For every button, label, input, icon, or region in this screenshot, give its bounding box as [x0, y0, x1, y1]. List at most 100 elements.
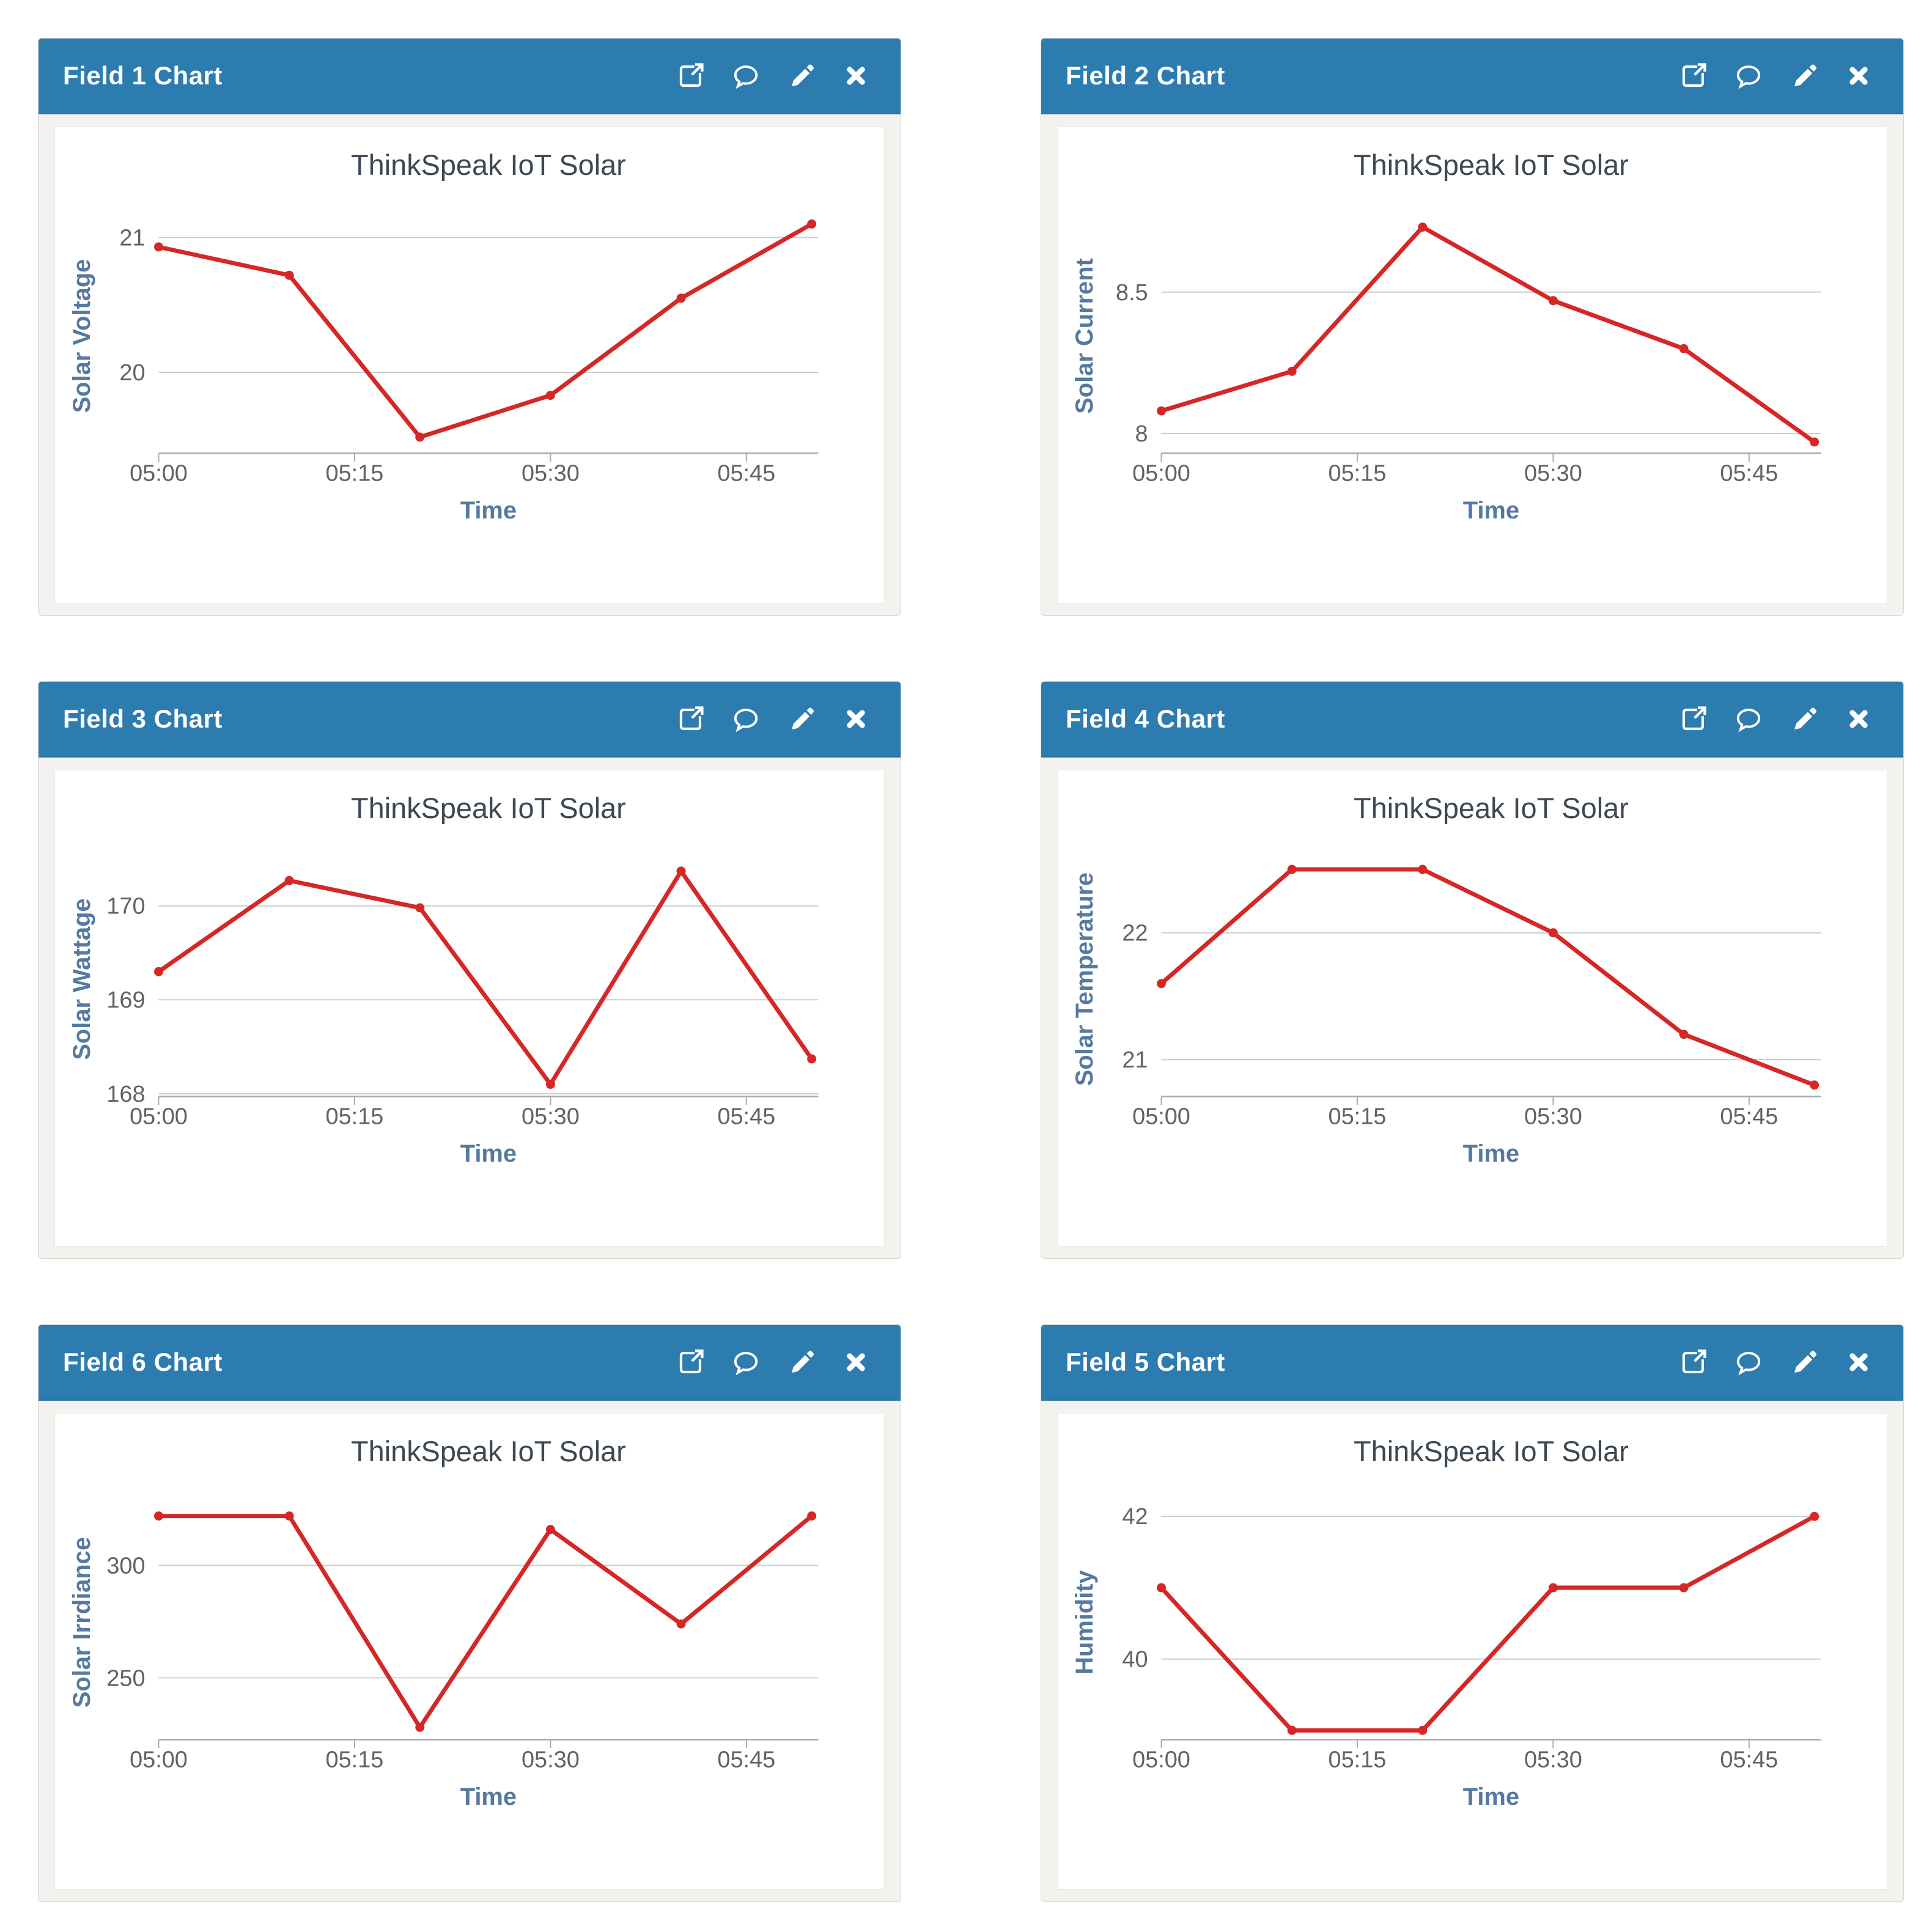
edit-button[interactable]	[783, 701, 819, 737]
dashboard-grid: Field 1 Chart	[38, 38, 1932, 1902]
data-point	[284, 1511, 294, 1521]
data-point	[545, 1525, 555, 1535]
data-point	[545, 391, 555, 400]
comment-icon	[1736, 709, 1761, 732]
chart-svg: ThinkSpeak IoT Solar Solar Voltage 20 21 05:…	[68, 149, 819, 524]
close-button[interactable]	[1841, 58, 1876, 94]
panel-toolbar	[673, 701, 874, 737]
close-button[interactable]	[1841, 1344, 1876, 1380]
panel-body: ThinkSpeak IoT Solar Solar Temperature 21 2…	[1041, 758, 1903, 1258]
open-external-button[interactable]	[673, 58, 709, 94]
external-link-icon	[1682, 1349, 1706, 1374]
edit-button[interactable]	[783, 58, 819, 94]
close-icon	[847, 67, 865, 85]
edit-button[interactable]	[1786, 1344, 1821, 1380]
comment-button[interactable]	[728, 1344, 764, 1380]
panel-body: ThinkSpeak IoT Solar Solar Voltage 20 21 05:…	[39, 114, 901, 615]
edit-button[interactable]	[1786, 701, 1821, 737]
y-axis-label: Humidity	[1071, 1570, 1098, 1675]
y-tick-label: 250	[106, 1665, 145, 1691]
panel-heading: Field 6 Chart	[39, 1325, 901, 1401]
chart-svg: ThinkSpeak IoT Solar Solar Irrdiance 250 30…	[68, 1436, 819, 1810]
x-tick-label: 05:30	[522, 1747, 580, 1772]
x-axis-label: Time	[1463, 497, 1519, 524]
comment-icon	[734, 65, 758, 89]
external-link-icon	[1682, 63, 1706, 87]
data-point	[1287, 865, 1297, 874]
data-point	[1548, 1583, 1558, 1593]
close-button[interactable]	[838, 1344, 874, 1380]
x-tick-label: 05:15	[1329, 1747, 1387, 1772]
y-axis-label: Solar Current	[1071, 258, 1098, 414]
open-external-button[interactable]	[673, 701, 709, 737]
close-button[interactable]	[838, 701, 874, 737]
close-button[interactable]	[838, 58, 874, 94]
y-tick-label: 22	[1122, 921, 1148, 946]
close-icon	[1849, 710, 1868, 728]
pencil-icon	[792, 64, 814, 87]
field-4-chart-panel: Field 4 Chart	[1041, 681, 1904, 1259]
y-tick-label: 21	[1122, 1047, 1148, 1073]
data-point	[1418, 1725, 1428, 1735]
panel-body: ThinkSpeak IoT Solar Solar Irrdiance 250 30…	[39, 1401, 901, 1901]
x-tick-label: 05:15	[1329, 1104, 1387, 1129]
y-tick-label: 42	[1122, 1504, 1148, 1530]
y-axis-label: Solar Voltage	[68, 259, 95, 413]
data-point	[807, 219, 817, 229]
y-tick-label: 169	[106, 987, 145, 1013]
comment-button[interactable]	[1731, 1344, 1766, 1380]
x-axis-label: Time	[1463, 1783, 1519, 1810]
panel-heading: Field 2 Chart	[1041, 39, 1903, 114]
panel-title: Field 3 Chart	[63, 704, 223, 733]
open-external-button[interactable]	[1676, 1344, 1711, 1380]
data-point	[1679, 1583, 1689, 1593]
field-3-chart-panel: Field 3 Chart	[38, 681, 901, 1259]
x-tick-label: 05:45	[717, 1747, 775, 1772]
y-axis-label: Solar Temperature	[1071, 872, 1098, 1086]
edit-button[interactable]	[783, 1344, 819, 1380]
y-axis-label: Solar Irrdiance	[68, 1537, 95, 1708]
comment-button[interactable]	[1731, 58, 1766, 94]
panel-title: Field 1 Chart	[63, 61, 223, 90]
x-axis-label: Time	[460, 1140, 517, 1167]
x-tick-label: 05:45	[717, 1104, 775, 1129]
series-line	[1159, 224, 1817, 444]
data-point	[1548, 928, 1558, 938]
open-external-button[interactable]	[1676, 58, 1711, 94]
data-point	[415, 432, 425, 442]
open-external-button[interactable]	[673, 1344, 709, 1380]
comment-button[interactable]	[1731, 701, 1766, 737]
data-point	[154, 967, 163, 976]
x-tick-label: 05:15	[326, 1104, 384, 1129]
data-point	[154, 242, 163, 252]
humidity-line-chart: ThinkSpeak IoT Solar Humidity 40 42 05:00 05:…	[1057, 1413, 1887, 1890]
x-tick-label: 05:45	[1720, 1747, 1778, 1772]
data-point	[1810, 1511, 1820, 1521]
edit-button[interactable]	[1786, 58, 1821, 94]
y-tick-label: 300	[106, 1553, 145, 1579]
series-line	[157, 869, 814, 1086]
external-link-icon	[679, 63, 704, 87]
pencil-icon	[1794, 1351, 1816, 1373]
comment-button[interactable]	[728, 58, 764, 94]
x-tick-label: 05:15	[326, 1747, 384, 1772]
panel-body: ThinkSpeak IoT Solar Solar Current 8 8.5 05:…	[1041, 114, 1903, 615]
open-external-button[interactable]	[1676, 701, 1711, 737]
x-tick-label: 05:00	[1132, 1747, 1190, 1772]
panel-toolbar	[1676, 701, 1876, 737]
data-point	[154, 1511, 163, 1521]
data-point	[1157, 979, 1166, 989]
comment-button[interactable]	[728, 701, 764, 737]
x-tick-label: 05:45	[1720, 1104, 1778, 1129]
field-1-chart-panel: Field 1 Chart	[38, 38, 901, 616]
x-axis-label: Time	[1463, 1140, 1519, 1167]
x-tick-label: 05:30	[1524, 1104, 1582, 1129]
data-point	[284, 876, 294, 885]
x-tick-label: 05:00	[130, 460, 188, 486]
external-link-icon	[1682, 706, 1706, 731]
close-button[interactable]	[1841, 701, 1876, 737]
data-point	[676, 1619, 686, 1629]
x-tick-label: 05:30	[522, 460, 580, 486]
data-point	[1679, 344, 1689, 353]
data-point	[807, 1054, 817, 1064]
